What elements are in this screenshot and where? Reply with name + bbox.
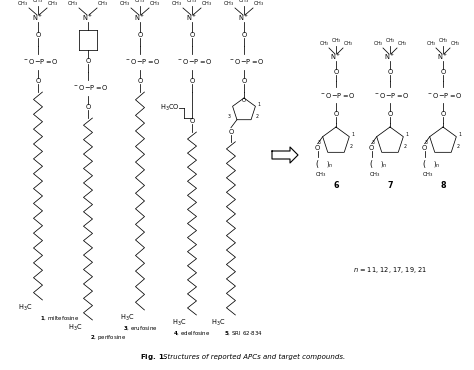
Text: H$_3$C: H$_3$C (211, 318, 225, 328)
Text: CH$_3$: CH$_3$ (450, 40, 460, 48)
Text: O: O (36, 78, 41, 84)
Text: 1: 1 (458, 131, 461, 137)
Text: 7: 7 (387, 181, 393, 189)
Text: O: O (333, 69, 338, 75)
Text: CH$_3$: CH$_3$ (426, 40, 436, 48)
Text: O: O (137, 32, 143, 38)
Text: $\mathbf{3}$, erufosine: $\mathbf{3}$, erufosine (123, 324, 157, 332)
Text: CH$_3$: CH$_3$ (253, 0, 264, 9)
Text: O: O (137, 78, 143, 84)
Text: CH$_3$: CH$_3$ (223, 0, 235, 9)
Text: H$_3$C: H$_3$C (18, 303, 32, 313)
Text: N$^+$: N$^+$ (330, 52, 342, 62)
Text: $^-$O$-$P$=$O: $^-$O$-$P$=$O (374, 91, 410, 100)
Text: CH$_3$: CH$_3$ (149, 0, 161, 9)
Text: 3: 3 (372, 141, 375, 145)
Text: CH$_3$: CH$_3$ (331, 37, 341, 46)
Text: CH$_3$: CH$_3$ (171, 0, 182, 9)
Text: O: O (190, 32, 195, 38)
Text: O: O (369, 145, 374, 151)
Text: H$_3$C: H$_3$C (68, 323, 82, 333)
Text: $(\!\!($: $(\!\!($ (315, 158, 320, 170)
Text: O: O (242, 98, 246, 102)
Text: 2: 2 (457, 145, 460, 149)
Text: N$^+$: N$^+$ (186, 13, 198, 23)
Text: N$^+$: N$^+$ (32, 13, 44, 23)
Text: CH$_3$: CH$_3$ (397, 40, 407, 48)
Text: $(\!\!($: $(\!\!($ (369, 158, 374, 170)
Text: CH$_3$: CH$_3$ (373, 40, 383, 48)
Text: O: O (241, 32, 246, 38)
Text: CH$_3$: CH$_3$ (438, 37, 448, 46)
Text: 2: 2 (404, 145, 407, 149)
Text: O: O (440, 69, 446, 75)
Text: O: O (36, 32, 41, 38)
Text: CH$_3$: CH$_3$ (319, 40, 329, 48)
Text: CH$_3$: CH$_3$ (369, 170, 381, 179)
Text: CH$_3$: CH$_3$ (385, 37, 395, 46)
Text: O: O (422, 145, 427, 151)
Text: O: O (333, 111, 338, 117)
Text: O: O (387, 69, 392, 75)
Text: $^-$O$-$P$=$O: $^-$O$-$P$=$O (177, 57, 213, 67)
Text: $\mathbf{5}$, SRI 62-834: $\mathbf{5}$, SRI 62-834 (224, 329, 264, 337)
Text: $(\!\!($: $(\!\!($ (422, 158, 427, 170)
Text: $\mathbf{1}$, miltefosine: $\mathbf{1}$, miltefosine (40, 314, 80, 322)
Text: CH$_3$: CH$_3$ (97, 0, 109, 9)
Text: O: O (228, 129, 234, 135)
Text: $^-$O$-$P$=$O: $^-$O$-$P$=$O (23, 57, 59, 67)
Text: 1: 1 (405, 131, 408, 137)
Text: 2: 2 (256, 114, 259, 120)
Text: 6: 6 (333, 181, 339, 189)
Text: O: O (241, 78, 246, 84)
Text: N$^+$: N$^+$ (238, 13, 250, 23)
Text: CH$_3$: CH$_3$ (422, 170, 434, 179)
Text: N$^+$: N$^+$ (438, 52, 449, 62)
Text: H$_3$C: H$_3$C (172, 318, 186, 328)
Text: CH$_3$: CH$_3$ (32, 0, 44, 6)
Text: CH$_3$: CH$_3$ (119, 0, 131, 9)
Text: $\mathbf{2}$, perifosine: $\mathbf{2}$, perifosine (90, 333, 126, 343)
Text: 3: 3 (318, 141, 321, 145)
Text: N$^+$: N$^+$ (134, 13, 146, 23)
Text: CH$_3$: CH$_3$ (186, 0, 198, 6)
Text: CH$_3$: CH$_3$ (343, 40, 353, 48)
Text: $^-$O$-$P$=$O: $^-$O$-$P$=$O (73, 84, 109, 92)
Text: $)_n$: $)_n$ (326, 159, 333, 169)
Text: 3: 3 (425, 141, 428, 145)
Text: $)_n$: $)_n$ (433, 159, 440, 169)
Text: CH$_3$: CH$_3$ (18, 0, 28, 9)
Text: O: O (85, 58, 91, 64)
Text: CH$_3$: CH$_3$ (201, 0, 213, 9)
Text: CH$_3$: CH$_3$ (67, 0, 79, 9)
Text: 3: 3 (228, 114, 231, 120)
Text: O: O (85, 104, 91, 110)
Text: $^-$O$-$P$=$O: $^-$O$-$P$=$O (125, 57, 161, 67)
Text: Structures of reported APCs and target compounds.: Structures of reported APCs and target c… (163, 354, 345, 360)
Text: H$_3$CO: H$_3$CO (160, 103, 180, 113)
Text: $^-$O$-$P$=$O: $^-$O$-$P$=$O (229, 57, 265, 67)
Text: O: O (315, 145, 320, 151)
Text: O: O (440, 111, 446, 117)
Text: O: O (190, 78, 195, 84)
Text: H$_3$C: H$_3$C (120, 313, 134, 323)
Text: CH$_3$: CH$_3$ (238, 0, 250, 6)
Text: O: O (387, 111, 392, 117)
Text: 1: 1 (351, 131, 354, 137)
Text: CH$_3$: CH$_3$ (315, 170, 327, 179)
Text: CH$_3$: CH$_3$ (47, 0, 59, 9)
Text: 8: 8 (440, 181, 446, 189)
Text: 2: 2 (350, 145, 353, 149)
Text: $\mathbf{Fig.\ 1.}$: $\mathbf{Fig.\ 1.}$ (140, 352, 167, 362)
Text: O: O (190, 118, 195, 124)
Text: N$^+$: N$^+$ (384, 52, 396, 62)
Text: $\mathbf{4}$, edelfosine: $\mathbf{4}$, edelfosine (173, 329, 210, 337)
Text: $^-$O$-$P$=$O: $^-$O$-$P$=$O (320, 91, 356, 100)
Text: $n$ = 11, 12, 17, 19, 21: $n$ = 11, 12, 17, 19, 21 (353, 265, 427, 275)
Text: $^-$O$-$P$=$O: $^-$O$-$P$=$O (427, 91, 463, 100)
Text: $)_n$: $)_n$ (380, 159, 387, 169)
Text: CH$_3$: CH$_3$ (134, 0, 146, 6)
Text: N$^+$: N$^+$ (82, 13, 94, 23)
Text: 1: 1 (257, 101, 260, 107)
